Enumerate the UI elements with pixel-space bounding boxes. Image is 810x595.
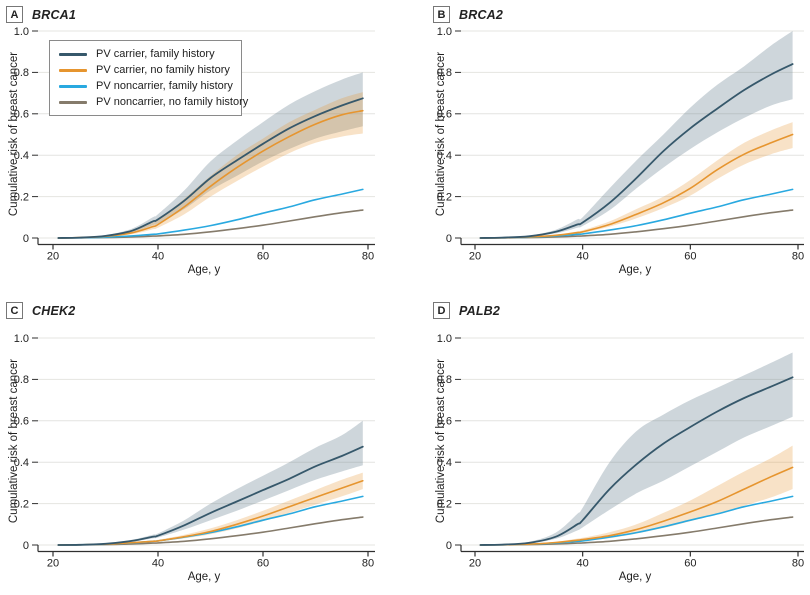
y-axis-title: Cumulative risk of breast cancer (8, 358, 20, 524)
x-tick-label: 80 (362, 558, 374, 570)
gene-title: PALB2 (459, 303, 501, 318)
x-tick-label: 40 (152, 251, 164, 263)
ci-band-carrier_nofh (58, 472, 363, 545)
panel-header: D PALB2 (433, 302, 500, 319)
y-tick-label: 0 (446, 233, 452, 245)
y-axis-title: Cumulative risk of breast cancer (435, 358, 447, 524)
legend-swatch-noncarrier-fh (59, 84, 87, 88)
x-tick-label: 80 (362, 251, 374, 263)
series-line-carrier_fh (479, 63, 794, 239)
y-tick-label: 0.2 (14, 498, 29, 510)
series-line-carrier_fh (479, 376, 794, 546)
ci-band-carrier_fh (58, 420, 363, 545)
ci-band-carrier_fh (480, 352, 793, 545)
y-tick-label: 0.8 (14, 374, 29, 386)
legend-swatch-carrier-nofh (59, 68, 87, 72)
panel-brca2: B BRCA2 Cumulative risk of breast cancer… (405, 0, 810, 297)
y-tick-label: 1.0 (437, 333, 452, 345)
ci-band-carrier_fh (480, 31, 793, 238)
series-line-noncarrier_fh (57, 188, 364, 239)
x-axis-title: Age, y (187, 264, 221, 276)
x-tick-label: 20 (47, 558, 59, 570)
x-tick-label: 40 (577, 251, 589, 263)
panel-label-box: D (433, 302, 450, 319)
x-axis-title: Age, y (618, 571, 652, 583)
panel-palb2: D PALB2 Cumulative risk of breast cancer… (405, 298, 810, 595)
x-tick-label: 60 (684, 251, 696, 263)
y-tick-label: 1.0 (437, 26, 452, 38)
y-tick-label: 0 (23, 233, 29, 245)
y-tick-label: 0 (23, 540, 29, 552)
legend-swatch-carrier-fh (59, 52, 87, 56)
legend-item: PV noncarrier, no family history (59, 94, 248, 110)
x-axis-title: Age, y (618, 264, 652, 276)
y-axis-title: Cumulative risk of breast cancer (8, 51, 20, 217)
y-tick-label: 0.8 (437, 374, 452, 386)
y-tick-label: 0.4 (437, 150, 452, 162)
ci-band-carrier_fh (58, 72, 363, 239)
x-tick-label: 80 (792, 558, 804, 570)
series-line-carrier_nofh (479, 466, 794, 546)
x-tick-label: 60 (257, 251, 269, 263)
chart-brca2: 20 40 60 80 0 0.2 0.4 0.6 0.8 1.0 (437, 26, 804, 263)
x-tick-label: 20 (469, 251, 481, 263)
panel-brca1: A BRCA1 Cumulative risk of breast cancer… (0, 0, 405, 297)
x-tick-label: 60 (257, 558, 269, 570)
legend: PV carrier, family history PV carrier, n… (49, 40, 248, 116)
series-line-noncarrier_nofh (57, 209, 364, 239)
x-tick-label: 20 (47, 251, 59, 263)
legend-label: PV noncarrier, family history (96, 80, 233, 92)
gene-title: CHEK2 (32, 303, 76, 318)
chart-palb2: 20 40 60 80 0 0.2 0.4 0.6 0.8 1.0 (437, 333, 804, 570)
y-tick-label: 0.8 (437, 67, 452, 79)
panel-chek2: C CHEK2 Cumulative risk of breast cancer… (0, 298, 405, 595)
chart-chek2: 20 40 60 80 0 0.2 0.4 0.6 0.8 1.0 (14, 333, 375, 570)
legend-item: PV noncarrier, family history (59, 78, 237, 94)
x-tick-label: 40 (152, 558, 164, 570)
x-tick-label: 80 (792, 251, 804, 263)
y-tick-label: 0.8 (14, 67, 29, 79)
y-tick-label: 0.2 (437, 498, 452, 510)
panel-label-box: C (6, 302, 23, 319)
y-tick-label: 0.4 (437, 457, 452, 469)
panel-label-box: B (433, 6, 450, 23)
x-tick-label: 20 (469, 558, 481, 570)
series-line-carrier_fh (57, 97, 364, 239)
panel-header: B BRCA2 (433, 6, 503, 23)
y-tick-label: 0.6 (14, 109, 29, 121)
panel-header: C CHEK2 (6, 302, 75, 319)
chart-brca1: 20 40 60 80 0 0.2 0.4 0.6 0.8 1.0 (14, 26, 375, 263)
x-tick-label: 40 (577, 558, 589, 570)
y-tick-label: 1.0 (14, 26, 29, 38)
legend-item: PV carrier, family history (59, 46, 237, 62)
y-tick-label: 0 (446, 540, 452, 552)
y-axis-title: Cumulative risk of breast cancer (435, 51, 447, 217)
y-tick-label: 0.6 (437, 416, 452, 428)
ci-band-carrier_nofh (58, 92, 363, 238)
y-tick-label: 0.2 (14, 191, 29, 203)
y-tick-label: 0.6 (437, 109, 452, 121)
y-tick-label: 0.4 (14, 150, 29, 162)
x-tick-label: 60 (684, 558, 696, 570)
legend-swatch-noncarrier-nofh (59, 100, 87, 104)
y-tick-label: 0.2 (437, 191, 452, 203)
legend-label: PV noncarrier, no family history (96, 96, 249, 108)
gene-title: BRCA1 (32, 7, 77, 22)
y-tick-label: 0.4 (14, 457, 29, 469)
legend-label: PV carrier, family history (96, 48, 215, 60)
panel-label-box: A (6, 6, 23, 23)
series-line-carrier_fh (57, 445, 364, 546)
x-axis-title: Age, y (187, 571, 221, 583)
gene-title: BRCA2 (459, 7, 504, 22)
legend-item: PV carrier, no family history (59, 62, 237, 78)
y-tick-label: 0.6 (14, 416, 29, 428)
y-tick-label: 1.0 (14, 333, 29, 345)
legend-label: PV carrier, no family history (96, 64, 230, 76)
panel-header: A BRCA1 (6, 6, 76, 23)
